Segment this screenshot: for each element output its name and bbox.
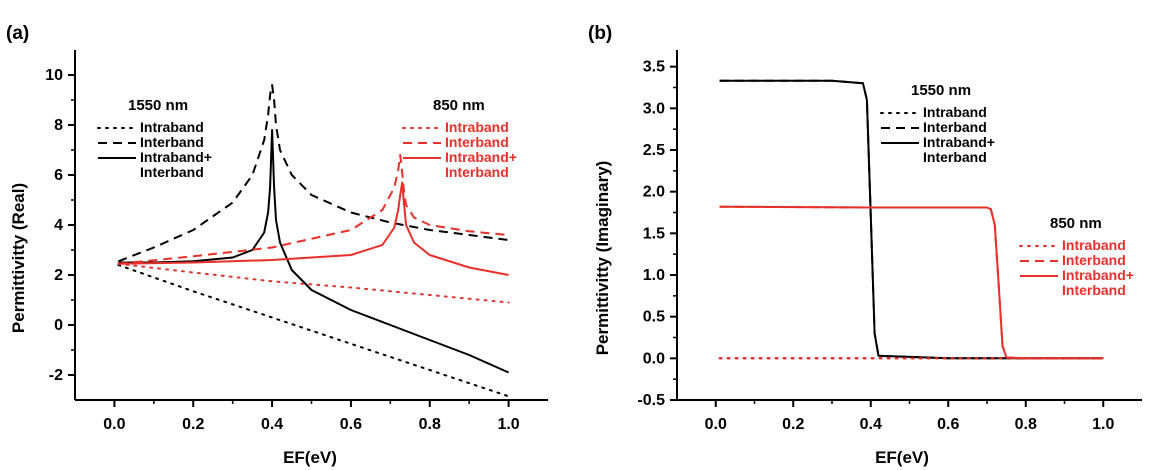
panel-b: (b) Permittivitty (Imaginary) EF(eV) 0.0… (588, 23, 1142, 467)
y-tick-label: -2 (49, 367, 63, 384)
y-tick-label: 2.5 (643, 142, 665, 159)
series-line (719, 79, 1104, 360)
y-tick-label: 1.0 (643, 267, 665, 284)
x-tick-label: 0.2 (182, 416, 204, 433)
axes: 0.0 0.2 0.4 0.6 0.8 1.0 -0.5 0.0 0.5 1.0 1.5 2.0 2.5… (637, 50, 1142, 433)
legend-label: Intraband+ (923, 134, 995, 150)
legend-label: Intraband+ (140, 149, 212, 165)
x-tick-label: 0.8 (1015, 416, 1037, 433)
x-tick-label: 0.2 (782, 416, 804, 433)
legend-label: Interband (923, 149, 987, 165)
series-line (118, 154, 509, 265)
y-tick-label: 0.5 (643, 309, 665, 326)
legend-title: 850 nm (433, 97, 485, 114)
series-line (118, 84, 509, 263)
legend-title: 1550 nm (128, 97, 188, 114)
legend-label: Interband (140, 134, 204, 150)
x-axis-title: EF(eV) (283, 448, 337, 467)
x-tick-label: 0.4 (261, 416, 283, 433)
x-tick-label: 0.6 (340, 416, 362, 433)
legend-label: Intraband+ (1062, 267, 1134, 283)
y-tick-label: 6 (54, 167, 63, 184)
legend-label: Intraband+ (445, 149, 517, 165)
legend-label: Interband (1062, 252, 1126, 268)
legend-label: Intraband (140, 119, 204, 135)
legend-title: 850 nm (1050, 215, 1102, 232)
series-line (117, 262, 510, 304)
legend: 1550 nmIntrabandInterbandIntraband+Inter… (880, 82, 1134, 298)
series-line (719, 205, 1104, 360)
panel-label: (b) (588, 23, 612, 44)
y-tick-label: 0.0 (643, 350, 665, 367)
legend-label: Interband (445, 134, 509, 150)
x-tick-label: 0.4 (860, 416, 882, 433)
y-tick-label: 3.0 (643, 100, 665, 117)
series-line (719, 79, 1104, 360)
series-line (118, 181, 509, 276)
legend-label: Interband (445, 164, 509, 180)
legend-label: Interband (923, 119, 987, 135)
series-line (118, 129, 510, 374)
panel-label: (a) (6, 23, 29, 44)
legend-label: Intraband (923, 104, 987, 120)
panel-a: (a) Permittivitty (Real) EF(eV) 0.0 0.2 0.… (6, 23, 548, 467)
x-axis-title: EF(eV) (875, 448, 929, 467)
y-axis-title: Permittivitty (Real) (9, 183, 28, 333)
legend-label: Interband (1062, 282, 1126, 298)
x-tick-label: 1.0 (497, 416, 519, 433)
y-axis-title: Permittivitty (Imaginary) (593, 161, 612, 356)
legend-label: Intraband (1062, 237, 1126, 253)
x-tick-label: 1.0 (1092, 416, 1114, 433)
y-tick-label: 3.5 (643, 59, 665, 76)
x-tick-label: 0.0 (103, 416, 125, 433)
x-tick-label: 0.8 (419, 416, 441, 433)
y-tick-label: -0.5 (637, 392, 665, 409)
legend-label: Intraband (445, 119, 509, 135)
y-tick-label: 8 (54, 117, 63, 134)
series-line (719, 205, 1104, 360)
y-tick-label: 10 (45, 67, 63, 84)
y-tick-label: 2.0 (643, 184, 665, 201)
legend-title: 1550 nm (911, 82, 971, 99)
y-tick-label: 0 (54, 317, 63, 334)
plot-area (718, 79, 1105, 360)
y-tick-label: 4 (54, 217, 63, 234)
x-tick-label: 0.0 (705, 416, 727, 433)
plot-area (117, 84, 510, 398)
series-line (117, 264, 510, 398)
legend-label: Interband (140, 164, 204, 180)
y-tick-label: 1.5 (643, 225, 665, 242)
legend: 1550 nmIntrabandInterbandIntraband+Inter… (97, 97, 517, 180)
axes: 0.0 0.2 0.4 0.6 0.8 1.0 -2 0 2 4 6 8 10 (45, 50, 548, 433)
x-tick-label: 0.6 (937, 416, 959, 433)
y-tick-label: 2 (54, 267, 63, 284)
